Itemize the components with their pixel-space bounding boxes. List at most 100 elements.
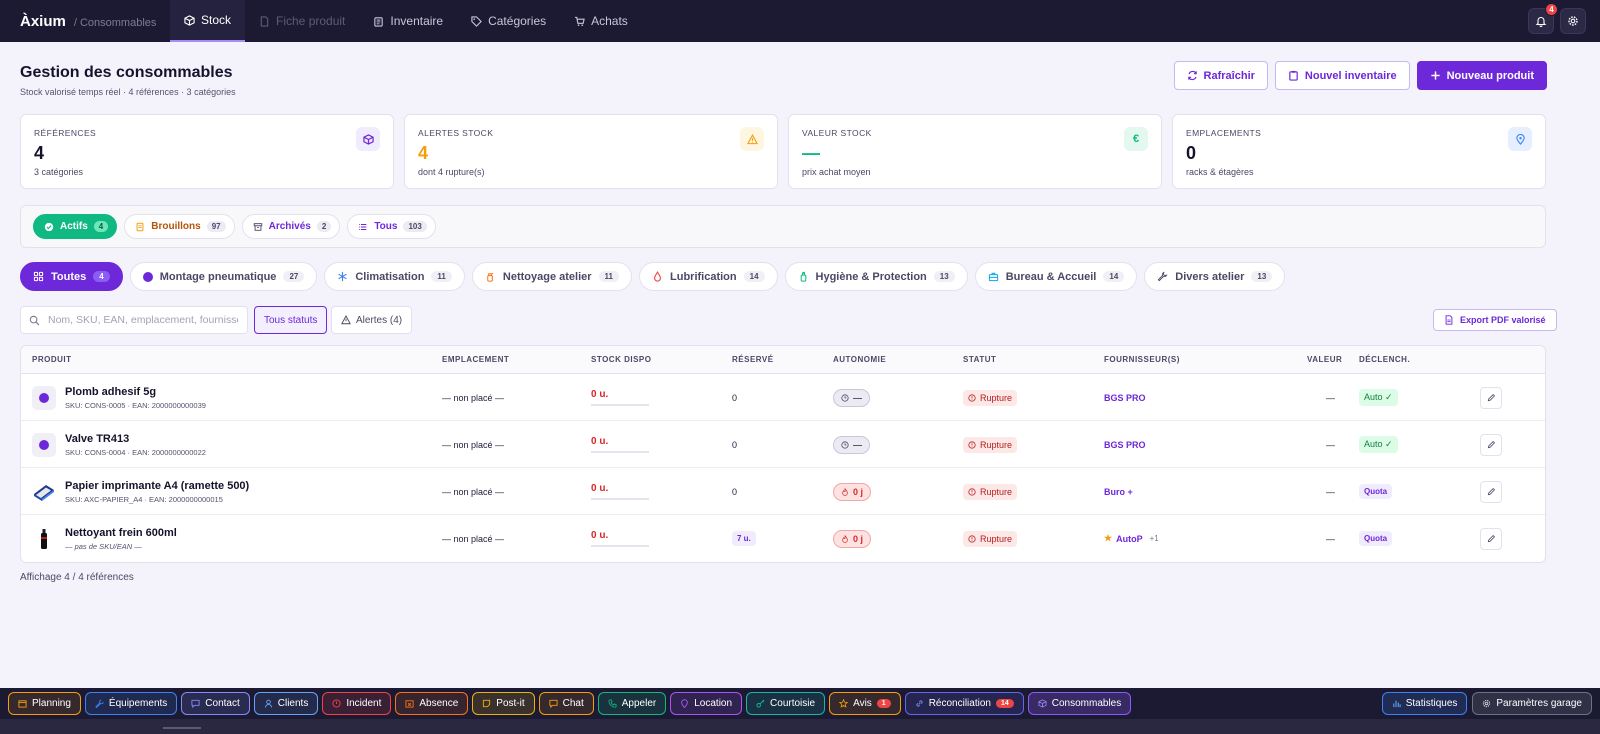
product-name[interactable]: Valve TR413 [65,432,130,445]
courtoisie-button[interactable]: Courtoisie [746,692,826,715]
col-emplacement[interactable]: EMPLACEMENT [442,355,510,364]
stock-cell: 0 u. [591,421,649,468]
notifications-button[interactable]: 4 [1528,3,1558,34]
supplier-link[interactable]: ★ AutoP +1 [1104,533,1159,544]
appeler-button[interactable]: Appeler [597,692,667,715]
all-statuses-button[interactable]: Tous statuts [254,306,328,334]
kpi-value: 4 [34,143,45,163]
product-name[interactable]: Plomb adhesif 5g [65,385,157,398]
status-label: Rupture [980,486,1013,497]
spray-bottle-icon [41,528,47,549]
col-produit[interactable]: PRODUIT [32,355,72,364]
note-icon [483,699,491,708]
statistiques-button[interactable]: Statistiques [1381,692,1468,715]
planning-button[interactable]: Planning [8,692,81,715]
col-declench[interactable]: DÉCLENCH. [1359,355,1411,364]
kpi-cards: RÉFÉRENCES 4 3 catégories ALERTES STOCK … [20,114,1546,189]
clients-button[interactable]: Clients [253,692,319,715]
post-it-label: Post-it [496,698,525,709]
tab-inventaire[interactable]: Inventaire [359,0,457,42]
new-inventory-button[interactable]: Nouvel inventaire [1274,61,1410,90]
kpi-sub: 3 catégories [34,167,84,177]
avis-count-badge: 1 [876,699,891,708]
avis-button[interactable]: Avis 1 [829,692,901,715]
table-row[interactable]: Plomb adhesif 5g SKU: CONS-0005 · EAN: 2… [21,374,1545,421]
category-bureau-accueil[interactable]: Bureau & Accueil 14 [974,262,1138,291]
category-lubrification[interactable]: Lubrification 14 [639,262,778,291]
status-tab-archives[interactable]: Archivés 2 [241,214,341,239]
product-name[interactable]: Nettoyant frein 600ml [65,526,177,539]
category-label: Hygiène & Protection [815,270,927,283]
circle-icon [142,271,153,282]
tab-achats[interactable]: Achats [560,0,642,42]
edit-button[interactable] [1480,433,1502,456]
category-label: Lubrification [670,270,737,283]
category-label: Bureau & Accueil [1005,270,1097,283]
new-product-button-label: Nouveau produit [1446,69,1534,82]
value-cell: — [1326,486,1335,497]
supplier-link[interactable]: Buro + [1104,487,1133,497]
reconciliation-button[interactable]: Réconciliation 14 [904,692,1024,715]
search-input[interactable] [48,314,238,326]
product-sku: SKU: AXC-PAPIER_A4 · EAN: 2000000000015 [65,494,223,504]
settings-button[interactable] [1560,8,1586,34]
edit-button[interactable] [1480,527,1502,550]
star-icon: ★ [1104,533,1113,543]
stock-value: 0 u. [591,436,609,447]
contact-button[interactable]: Contact [181,692,250,715]
tab-categories[interactable]: Catégories [457,0,560,42]
table-row[interactable]: Nettoyant frein 600ml — pas de SKU/EAN —… [21,515,1545,562]
export-pdf-button[interactable]: Export PDF valorisé [1433,309,1557,331]
post-it-button[interactable]: Post-it [472,692,535,715]
table-row[interactable]: Valve TR413 SKU: CONS-0004 · EAN: 200000… [21,421,1545,468]
tab-stock[interactable]: Stock [170,0,246,42]
alerts-filter-button[interactable]: Alertes (4) [331,306,413,334]
clock-icon [841,393,849,402]
edit-button[interactable] [1480,480,1502,503]
parametres-garage-button[interactable]: Paramètres garage [1472,692,1592,715]
category-label: Climatisation [355,270,425,283]
category-climatisation[interactable]: Climatisation 11 [324,262,465,291]
new-inventory-button-label: Nouvel inventaire [1304,69,1397,82]
location-button[interactable]: Location [670,692,743,715]
col-statut[interactable]: STATUT [963,355,997,364]
status-tab-actifs[interactable]: Actifs 4 [33,214,118,239]
location-cell: — non placé — [442,439,505,450]
col-fournisseurs[interactable]: FOURNISSEUR(S) [1104,355,1180,364]
tab-fiche-produit[interactable]: Fiche produit [245,0,359,42]
category-montage-pneumatique[interactable]: Montage pneumatique 27 [129,262,318,291]
category-hygiene-protection[interactable]: Hygiène & Protection 13 [784,262,968,291]
stock-value: 0 u. [591,483,609,494]
file-icon [1445,315,1453,325]
app-logo[interactable]: Àxium [20,12,66,30]
col-reserve[interactable]: RÉSERVÉ [732,355,774,364]
supplier-link[interactable]: BGS PRO [1104,440,1146,450]
chat-button[interactable]: Chat [538,692,594,715]
supplier-name: Buro + [1104,486,1133,497]
supplier-link[interactable]: BGS PRO [1104,393,1146,403]
col-autonomie[interactable]: AUTONOMIE [833,355,887,364]
supplier-name: BGS PRO [1104,439,1146,450]
equipements-button[interactable]: Équipements [84,692,178,715]
absence-button[interactable]: Absence [395,692,469,715]
key-icon [756,699,765,708]
refresh-button[interactable]: Rafraîchir [1173,61,1268,90]
status-tab-brouillons[interactable]: Brouillons 97 [124,214,235,239]
new-product-button[interactable]: Nouveau produit [1416,61,1547,90]
category-nettoyage-atelier[interactable]: Nettoyage atelier 11 [471,262,633,291]
consommables-button[interactable]: Consommables [1027,692,1132,715]
col-valeur[interactable]: VALEUR [1307,355,1343,364]
category-divers-atelier[interactable]: Divers atelier 13 [1144,262,1286,291]
chat-label: Chat [562,698,584,709]
category-toutes[interactable]: Toutes 4 [20,262,123,291]
wrench-icon [1158,271,1168,282]
product-name[interactable]: Papier imprimante A4 (ramette 500) [65,479,250,492]
table-row[interactable]: Papier imprimante A4 (ramette 500) SKU: … [21,468,1545,515]
edit-icon [1487,440,1495,449]
col-stock-dispo[interactable]: STOCK DISPO [591,355,652,364]
status-tab-count: 103 [403,221,427,232]
status-tab-tous[interactable]: Tous 103 [347,214,436,239]
incident-button[interactable]: Incident [322,692,392,715]
edit-button[interactable] [1480,386,1502,409]
alert-circle-icon [968,393,976,402]
